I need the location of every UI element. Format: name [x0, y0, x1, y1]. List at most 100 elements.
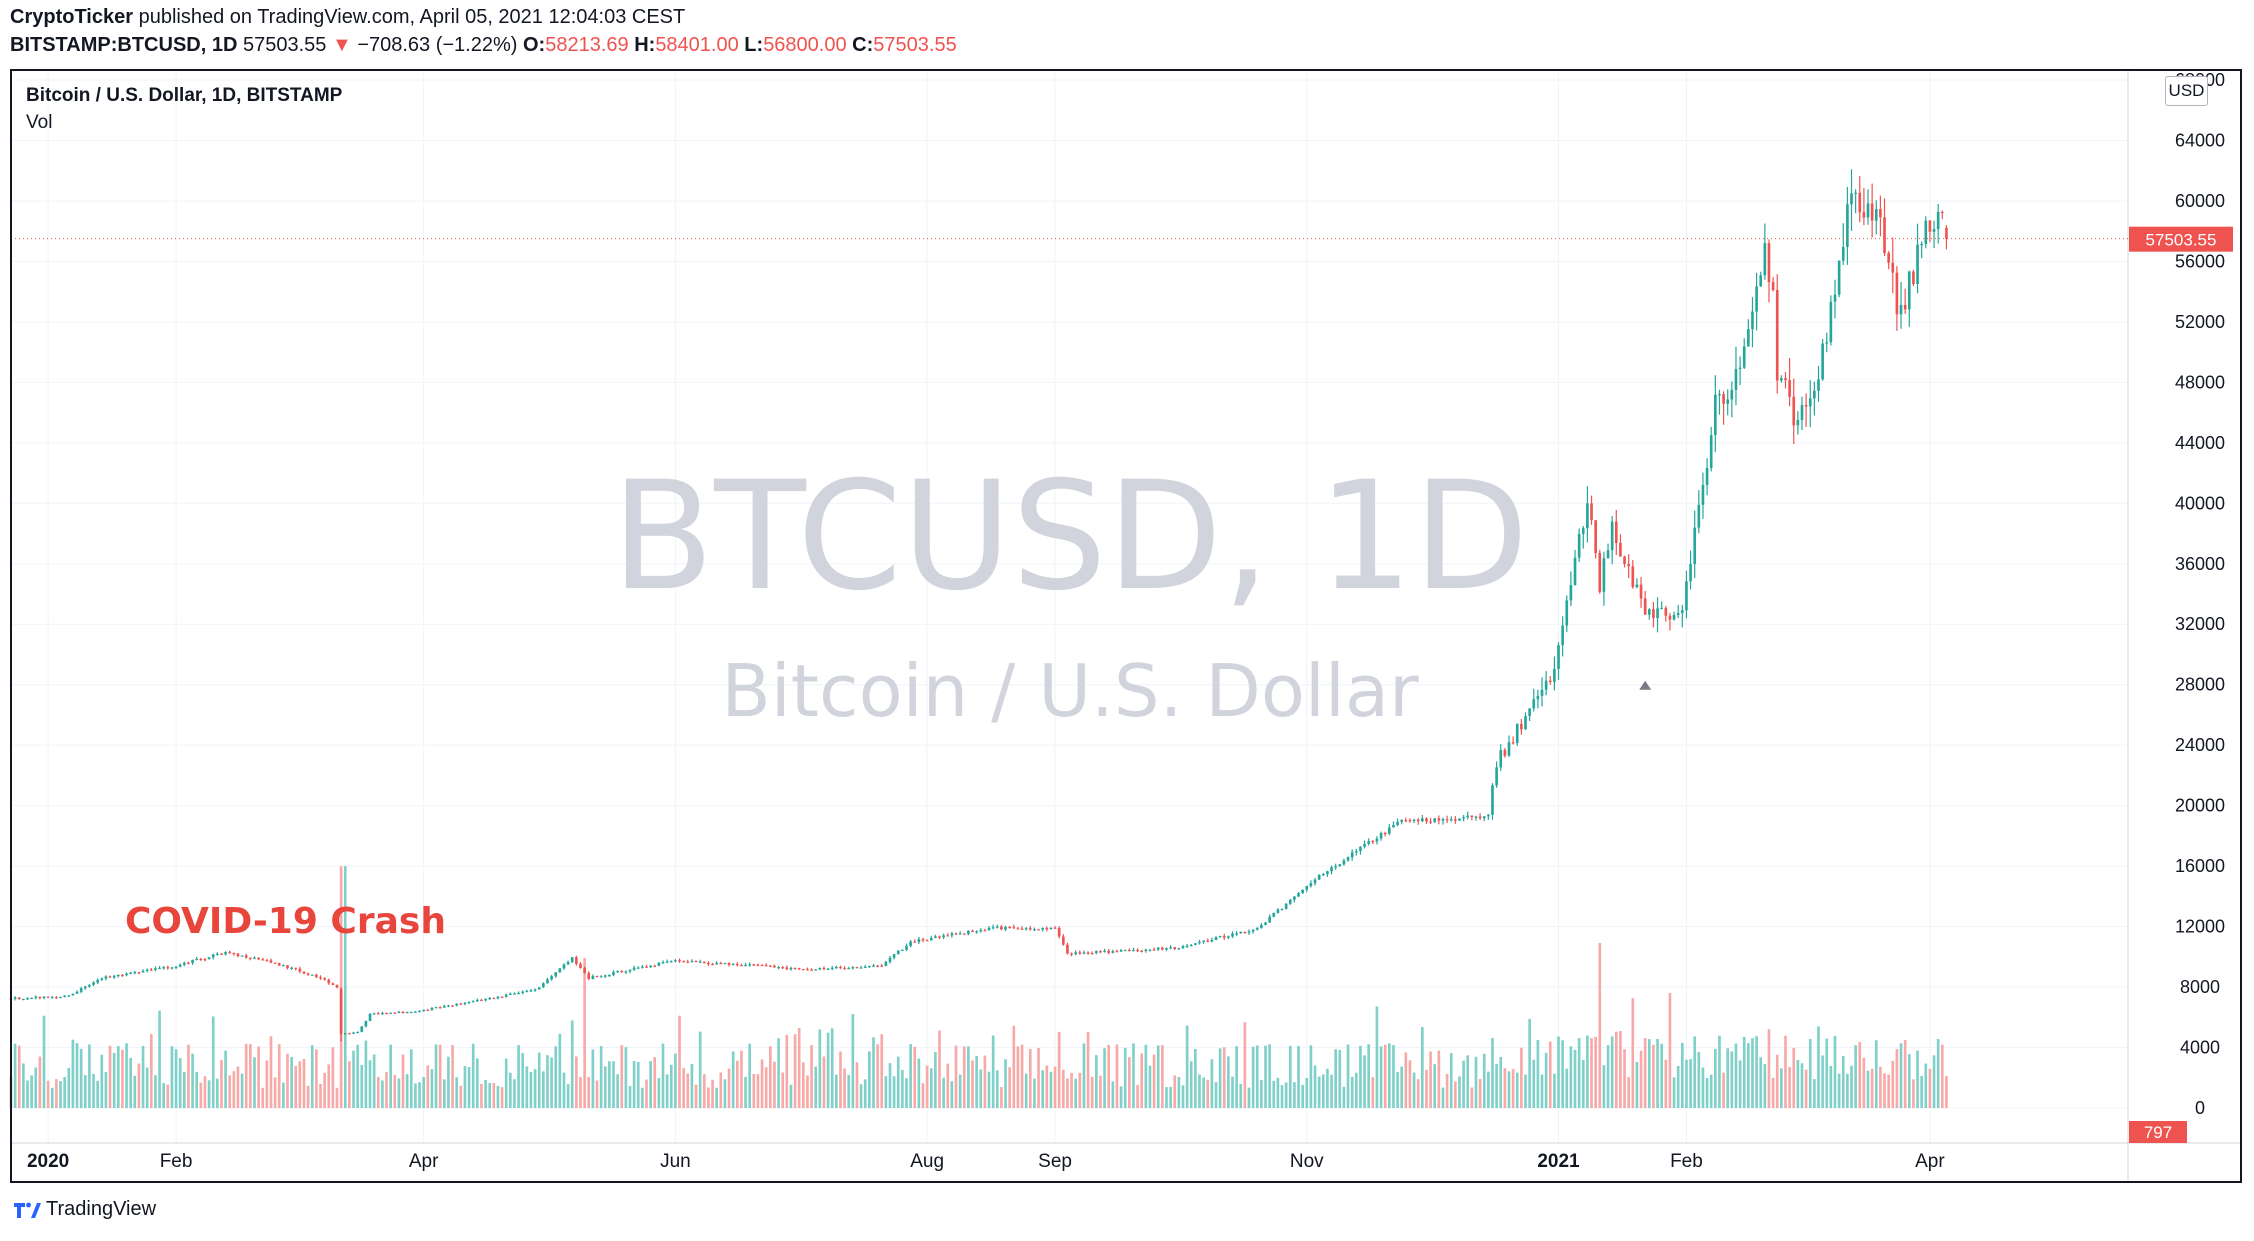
candle-body: [756, 964, 760, 966]
volume-bar: [364, 1040, 368, 1108]
candle-body: [880, 965, 884, 967]
candle-body: [789, 967, 793, 970]
candle-body: [343, 1033, 347, 1035]
volume-bar: [343, 866, 347, 1108]
candle-body: [1004, 926, 1007, 930]
volume-bar: [1887, 1074, 1890, 1108]
volume-bar: [393, 1075, 397, 1108]
candle-body: [1635, 584, 1639, 588]
candle-body: [1680, 610, 1684, 614]
volume-bar: [195, 1071, 199, 1108]
candle-body: [1425, 818, 1428, 822]
volume-bar: [158, 1010, 161, 1108]
candle-body: [46, 996, 50, 998]
candle-body: [1705, 468, 1709, 485]
candle-body: [335, 984, 339, 988]
candle-body: [1734, 368, 1738, 390]
candle-body: [1470, 815, 1474, 818]
volume-bar: [562, 1072, 566, 1108]
y-tick-label: 64000: [2175, 130, 2225, 150]
candle-body: [669, 961, 673, 963]
volume-bar: [1350, 1076, 1354, 1108]
candle-body: [244, 955, 248, 958]
candle-body: [513, 993, 516, 995]
volume-bar: [967, 1046, 970, 1108]
candle-body: [822, 968, 826, 970]
price-tag-box: [2129, 226, 2233, 252]
candle-body: [1132, 949, 1135, 952]
volume-bar: [1478, 1078, 1482, 1108]
candle-body: [1354, 851, 1358, 853]
volume-bar: [1169, 1086, 1172, 1108]
volume-bar: [13, 1043, 17, 1108]
volume-bar: [1602, 1065, 1606, 1108]
candle-body: [286, 965, 289, 969]
candle-body: [616, 970, 619, 973]
volume-bar: [187, 1044, 190, 1108]
volume-bar: [1672, 1077, 1676, 1108]
candle-body: [426, 1009, 430, 1011]
volume-bar: [1317, 1076, 1321, 1108]
volume-bar: [409, 1049, 413, 1108]
volume-bar: [1330, 1074, 1333, 1108]
candle-body: [1206, 940, 1210, 942]
volume-bar: [669, 1064, 673, 1108]
candle-body: [1198, 941, 1201, 944]
candle-body: [67, 995, 71, 997]
candle-body: [1392, 825, 1395, 828]
candle-body: [389, 1012, 392, 1014]
volume-bar: [979, 1069, 983, 1108]
candle-body: [612, 971, 615, 975]
candle-body: [1367, 841, 1371, 844]
candle-body: [1647, 609, 1651, 615]
volume-bar: [810, 1045, 813, 1108]
volume-bar: [1156, 1045, 1160, 1108]
candle-body: [868, 965, 871, 968]
volume-bar: [1668, 993, 1672, 1108]
volume-bar: [876, 1044, 879, 1108]
candle-body: [1553, 668, 1556, 683]
volume-bar: [843, 1068, 846, 1108]
candle-body: [603, 975, 607, 977]
volume-bar: [987, 1071, 991, 1108]
candle-body: [1862, 212, 1866, 218]
volume-bar: [641, 1087, 644, 1108]
volume-bar: [1623, 1049, 1626, 1108]
candle-body: [467, 1001, 471, 1004]
candle-body: [855, 967, 859, 969]
currency-button[interactable]: USD: [2165, 76, 2208, 106]
price-tag-label: 57503.55: [2146, 231, 2217, 250]
candle-body: [1218, 936, 1222, 938]
volume-bar: [1680, 1042, 1684, 1108]
volume-bar: [1210, 1059, 1214, 1108]
volume-bar: [236, 1066, 240, 1108]
candle-body: [971, 930, 974, 933]
candle-body: [760, 964, 764, 967]
y-tick-label: 4000: [2180, 1038, 2220, 1058]
volume-bar: [22, 1063, 25, 1108]
candle-body: [1899, 304, 1903, 315]
candle-body: [1412, 819, 1416, 821]
candle-body: [752, 964, 756, 966]
candle-body: [1313, 879, 1317, 884]
volume-bar: [1354, 1072, 1358, 1108]
candle-body: [665, 961, 669, 963]
candle-body: [1189, 944, 1193, 947]
volume-bar: [1676, 1066, 1680, 1108]
volume-bar: [748, 1043, 752, 1108]
candle-body: [1173, 947, 1177, 949]
candle-body: [653, 965, 657, 967]
candle-body: [958, 933, 962, 935]
volume-bar: [191, 1053, 194, 1108]
volume-bar: [1693, 1036, 1697, 1108]
volume-bar: [1061, 1069, 1065, 1108]
volume-bar: [698, 1031, 702, 1108]
volume-bar: [265, 1060, 269, 1108]
volume-bar: [1701, 1067, 1705, 1108]
volume-bar: [1288, 1045, 1292, 1108]
candle-body: [1421, 818, 1424, 822]
candle-body: [909, 941, 912, 946]
volume-bar: [868, 1051, 871, 1108]
candle-body: [1503, 750, 1507, 756]
